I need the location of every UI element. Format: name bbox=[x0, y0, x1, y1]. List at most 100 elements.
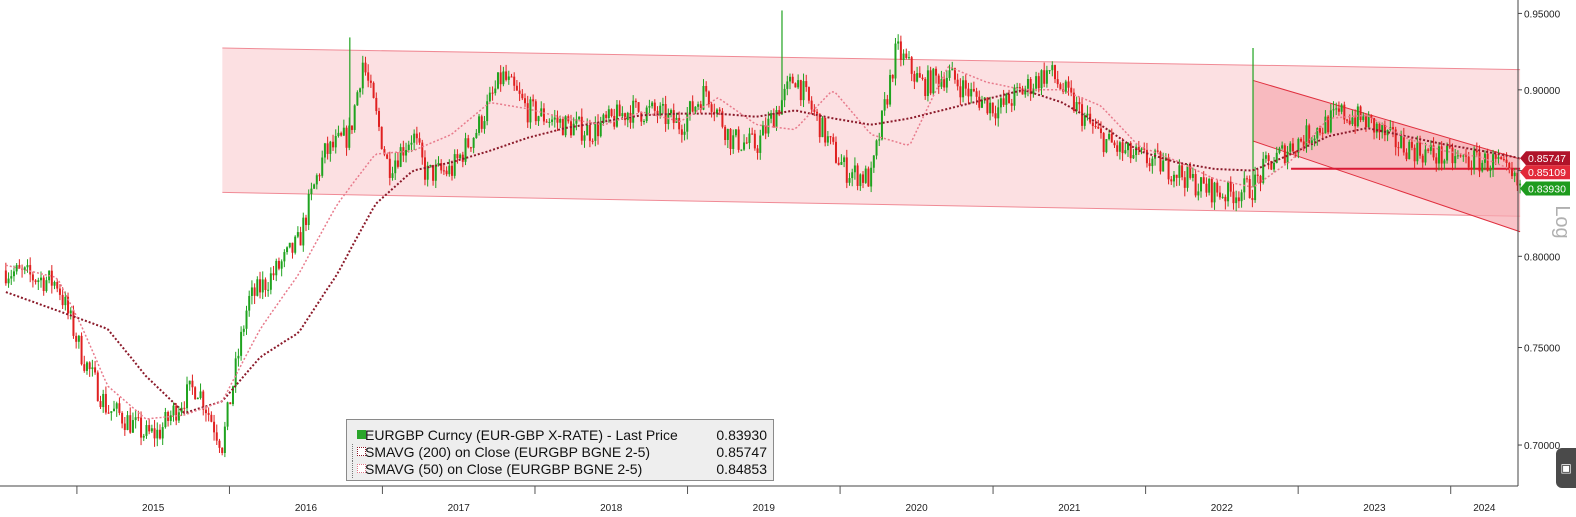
legend-swatch-price bbox=[357, 430, 366, 439]
candle-body bbox=[1248, 179, 1251, 199]
candle-body bbox=[891, 75, 894, 79]
candle-body bbox=[83, 364, 86, 371]
candle-body bbox=[1245, 178, 1248, 180]
candle-body bbox=[1386, 130, 1389, 136]
candle-body bbox=[932, 68, 935, 94]
candle-body bbox=[26, 265, 29, 268]
candle-body bbox=[1397, 147, 1400, 149]
candle-body bbox=[1178, 165, 1181, 178]
candle-body bbox=[29, 265, 32, 275]
candle-body bbox=[99, 401, 102, 408]
candle-body bbox=[953, 68, 956, 80]
candle-body bbox=[1294, 151, 1297, 153]
candle-body bbox=[921, 77, 924, 80]
candle-body bbox=[813, 109, 816, 112]
candle-body bbox=[391, 173, 394, 178]
candle-body bbox=[1232, 191, 1235, 204]
candle-body bbox=[275, 260, 278, 276]
candle-body bbox=[1262, 158, 1265, 183]
candle-body bbox=[180, 407, 183, 413]
x-year-label: 2020 bbox=[905, 503, 928, 514]
candle-body bbox=[472, 137, 475, 148]
candle-body bbox=[1492, 154, 1495, 170]
candle-body bbox=[586, 125, 589, 136]
candle-body bbox=[1421, 155, 1424, 163]
candle-body bbox=[72, 310, 75, 336]
candle-body bbox=[1210, 178, 1213, 203]
candle-body bbox=[1043, 70, 1046, 84]
candle-body bbox=[432, 165, 435, 181]
candle-body bbox=[388, 158, 391, 178]
candle-body bbox=[294, 236, 297, 253]
candle-body bbox=[1172, 174, 1175, 182]
candle-body bbox=[23, 267, 26, 270]
candle-body bbox=[1067, 81, 1070, 88]
candle-body bbox=[724, 126, 727, 140]
candle-body bbox=[240, 331, 243, 356]
candle-body bbox=[651, 102, 654, 107]
candle-body bbox=[916, 73, 919, 82]
candle-body bbox=[778, 110, 781, 115]
candle-body bbox=[210, 414, 213, 422]
candle-body bbox=[526, 103, 529, 123]
candle-body bbox=[207, 413, 210, 415]
candle-body bbox=[840, 162, 843, 165]
candle-body bbox=[1297, 138, 1300, 153]
candle-body bbox=[610, 109, 613, 116]
candle-body bbox=[1045, 70, 1048, 84]
candle-body bbox=[867, 168, 870, 187]
candle-body bbox=[1473, 150, 1476, 170]
candle-body bbox=[851, 172, 854, 179]
candle-body bbox=[661, 104, 664, 106]
candle-body bbox=[1116, 145, 1119, 152]
candle-body bbox=[491, 92, 494, 94]
candle-body bbox=[1308, 125, 1311, 144]
candle-body bbox=[1462, 155, 1465, 157]
candle-body bbox=[183, 407, 186, 409]
candle-body bbox=[118, 403, 121, 413]
candle-body bbox=[321, 157, 324, 176]
legend-entry-price: EURGBP Curncy (EUR-GBP X-RATE) - Last Pr… bbox=[353, 427, 767, 444]
x-year-label: 2016 bbox=[295, 503, 318, 514]
candle-body bbox=[1437, 146, 1440, 164]
candle-body bbox=[113, 408, 116, 412]
candle-body bbox=[710, 104, 713, 112]
candle-body bbox=[245, 310, 248, 329]
candle-body bbox=[248, 295, 251, 311]
candle-body bbox=[794, 83, 797, 88]
candle-body bbox=[304, 217, 307, 226]
candle-body bbox=[1099, 128, 1102, 134]
candle-body bbox=[853, 165, 856, 173]
candle-body bbox=[345, 127, 348, 148]
candle-body bbox=[848, 178, 851, 183]
candle-body bbox=[378, 111, 381, 127]
candle-body bbox=[1305, 125, 1308, 147]
candle-body bbox=[413, 133, 416, 143]
candle-body bbox=[607, 109, 610, 119]
candle-body bbox=[632, 100, 635, 123]
candle-body bbox=[1392, 127, 1395, 130]
candle-body bbox=[532, 99, 535, 102]
candle-body bbox=[1256, 174, 1259, 176]
candle-body bbox=[291, 242, 294, 253]
candle-body bbox=[829, 136, 832, 138]
candle-body bbox=[542, 108, 545, 122]
candle-body bbox=[1024, 88, 1027, 95]
candle-body bbox=[191, 380, 194, 388]
candle-body bbox=[369, 80, 372, 83]
candle-body bbox=[45, 280, 48, 292]
candle-body bbox=[1281, 145, 1284, 149]
candle-body bbox=[340, 132, 343, 136]
candle-body bbox=[1424, 149, 1427, 163]
candle-body bbox=[1032, 88, 1035, 95]
price-tag bbox=[1520, 181, 1570, 196]
side-panel-tab[interactable]: ▣ bbox=[1556, 448, 1576, 488]
candle-body bbox=[729, 128, 732, 149]
candle-body bbox=[894, 43, 897, 79]
candle-body bbox=[797, 80, 800, 88]
candle-body bbox=[1429, 145, 1432, 151]
x-year-label: 2022 bbox=[1211, 503, 1234, 514]
candle-body bbox=[670, 110, 673, 114]
